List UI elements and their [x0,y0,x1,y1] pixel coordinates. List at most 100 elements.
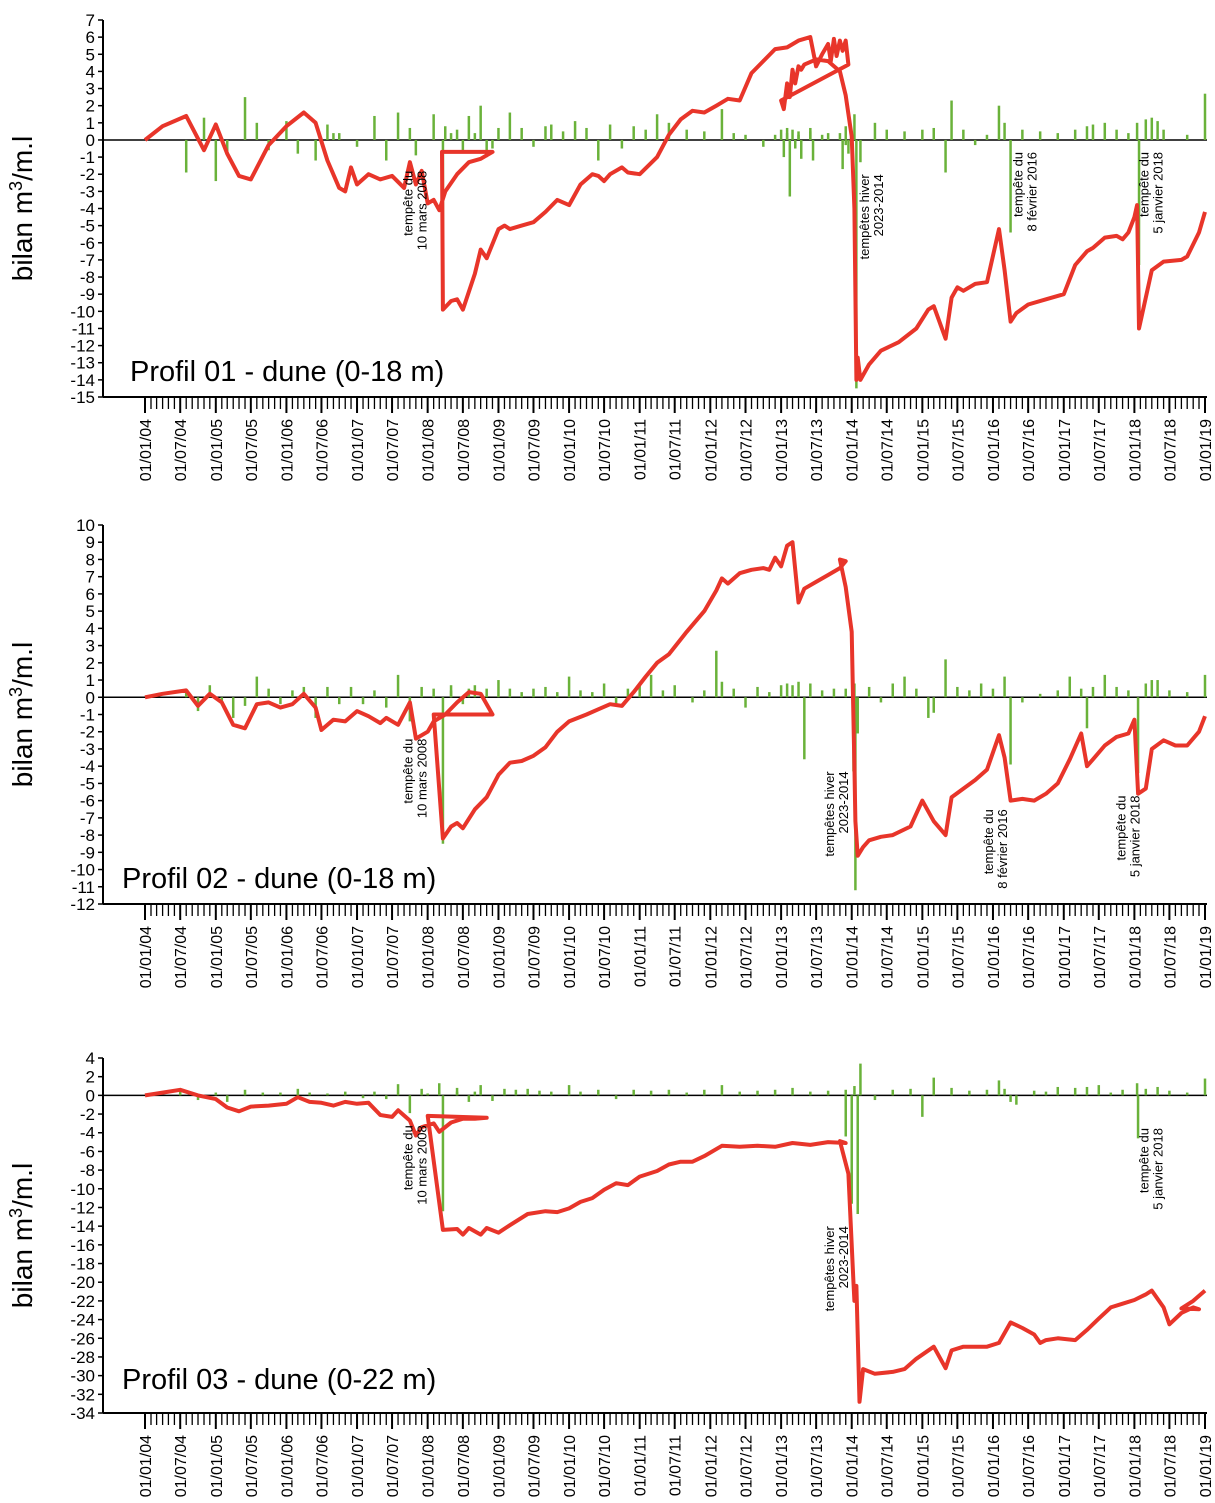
y-tick-label: 0 [86,688,95,707]
y-axis-title-sup: 3 [6,687,26,697]
annotation-line: tempête du [401,171,416,236]
x-tick-label: 01/07/05 [244,419,261,481]
y-tick-label: -20 [70,1273,95,1292]
annotation-line: tempête du [1113,795,1128,860]
x-tick-label: 01/07/04 [173,926,190,988]
annotation-line: tempêtes hiver [822,771,837,857]
annotation: tempête du10 mars 2008 [401,171,430,251]
x-tick-label: 01/01/04 [138,926,155,988]
annotation-line: tempête du [1137,152,1152,217]
y-axis-title-tail: /m.l [7,136,38,181]
x-tick-label: 01/07/18 [1162,419,1179,481]
x-tick-label: 01/01/16 [986,419,1003,481]
y-tick-label: -15 [70,388,95,407]
x-tick-label: 01/07/10 [597,1435,614,1497]
annotation-line: tempêtes hiver [822,1225,837,1311]
x-tick-label: 01/07/09 [526,419,543,481]
annotation-line: 10 mars 2008 [415,1125,430,1205]
x-tick-label: 01/01/14 [845,419,862,481]
x-tick-label: 01/07/06 [314,1435,331,1497]
x-tick-label: 01/01/10 [562,419,579,481]
x-tick-label: 01/07/17 [1092,419,1109,481]
y-tick-label: 1 [86,671,95,690]
annotation: tempête du5 janvier 2018 [1137,152,1166,234]
x-tick-label: 01/01/06 [279,419,296,481]
x-tick-label: 01/01/17 [1057,1435,1074,1497]
y-axis-title-tail: /m.l [7,642,38,687]
x-tick-label: 01/07/09 [526,1435,543,1497]
x-tick-label: 01/01/18 [1127,419,1144,481]
x-tick-label: 01/07/18 [1162,926,1179,988]
x-tick-label: 01/01/13 [774,419,791,481]
x-tick-label: 01/07/18 [1162,1435,1179,1497]
x-tick-label: 01/07/14 [880,926,897,988]
annotation-line: 5 janvier 2018 [1151,152,1166,234]
chart-panel-3: -34-32-30-28-26-24-22-20-18-16-14-12-10-… [6,1049,1215,1497]
y-axis-title: bilan m3/m.l [6,136,38,281]
panel-title: Profil 01 - dune (0-18 m) [130,356,444,388]
annotation: tempêtes hiver2023-2014 [822,771,851,857]
y-tick-label: -14 [70,1217,95,1236]
y-tick-label: -14 [70,371,95,390]
x-tick-label: 01/01/15 [915,419,932,481]
x-tick-label: 01/07/04 [173,419,190,481]
x-tick-label: 01/01/13 [774,1435,791,1497]
x-tick-label: 01/01/07 [350,926,367,988]
x-tick-label: 01/01/15 [915,1435,932,1497]
x-tick-label: 01/07/07 [385,926,402,988]
y-tick-label: 3 [86,80,95,99]
x-tick-label: 01/07/05 [244,1435,261,1497]
y-tick-label: 4 [86,1049,95,1068]
x-tick-label: 01/01/17 [1057,419,1074,481]
y-axis-title-main: bilan m [7,1218,38,1308]
x-tick-label: 01/01/19 [1198,419,1215,481]
y-axis-title: bilan m3/m.l [6,642,38,787]
x-tick-label: 01/01/19 [1198,1435,1215,1497]
x-tick-label: 01/01/10 [562,1435,579,1497]
x-tick-label: 01/07/07 [385,1435,402,1497]
x-tick-label: 01/01/11 [633,926,650,987]
x-tick-label: 01/01/05 [209,926,226,988]
x-tick-label: 01/01/11 [633,419,650,480]
y-tick-label: -1 [80,706,95,725]
x-tick-label: 01/07/05 [244,926,261,988]
x-tick-label: 01/07/12 [739,926,756,988]
y-tick-label: -8 [80,1161,95,1180]
x-tick-label: 01/01/18 [1127,1435,1144,1497]
annotation: tempête du5 janvier 2018 [1113,795,1142,877]
x-tick-label: 01/07/14 [880,419,897,481]
x-tick-label: 01/01/17 [1057,926,1074,988]
annotation-line: 2023-2014 [871,174,886,236]
y-axis-title-main: bilan m [7,191,38,281]
x-tick-label: 01/07/11 [668,1435,685,1496]
y-tick-label: -3 [80,182,95,201]
x-tick-label: 01/01/05 [209,1435,226,1497]
x-tick-label: 01/01/15 [915,926,932,988]
annotation-line: tempêtes hiver [857,174,872,260]
x-tick-label: 01/01/16 [986,1435,1003,1497]
y-tick-label: -4 [80,757,95,776]
y-tick-label: 5 [86,602,95,621]
y-tick-label: -12 [70,895,95,914]
x-tick-label: 01/07/08 [456,1435,473,1497]
annotation-line: tempête du [1010,152,1025,217]
y-tick-label: 9 [86,533,95,552]
annotation: tempêtes hiver2023-2014 [857,174,886,260]
series-line [144,540,1207,858]
y-tick-label: 4 [86,62,95,81]
annotation-line: 10 mars 2008 [415,171,430,251]
y-tick-label: -7 [80,251,95,270]
y-tick-label: -8 [80,826,95,845]
y-tick-label: -10 [70,302,95,321]
x-tick-label: 01/07/07 [385,419,402,481]
y-tick-label: -34 [70,1404,95,1423]
x-tick-label: 01/07/08 [456,419,473,481]
y-tick-label: 2 [86,654,95,673]
x-tick-label: 01/01/06 [279,926,296,988]
y-tick-label: -10 [70,861,95,880]
y-tick-label: 7 [86,11,95,30]
x-tick-label: 01/01/13 [774,926,791,988]
y-tick-label: -5 [80,774,95,793]
x-tick-label: 01/01/08 [421,926,438,988]
y-tick-label: -30 [70,1367,95,1386]
